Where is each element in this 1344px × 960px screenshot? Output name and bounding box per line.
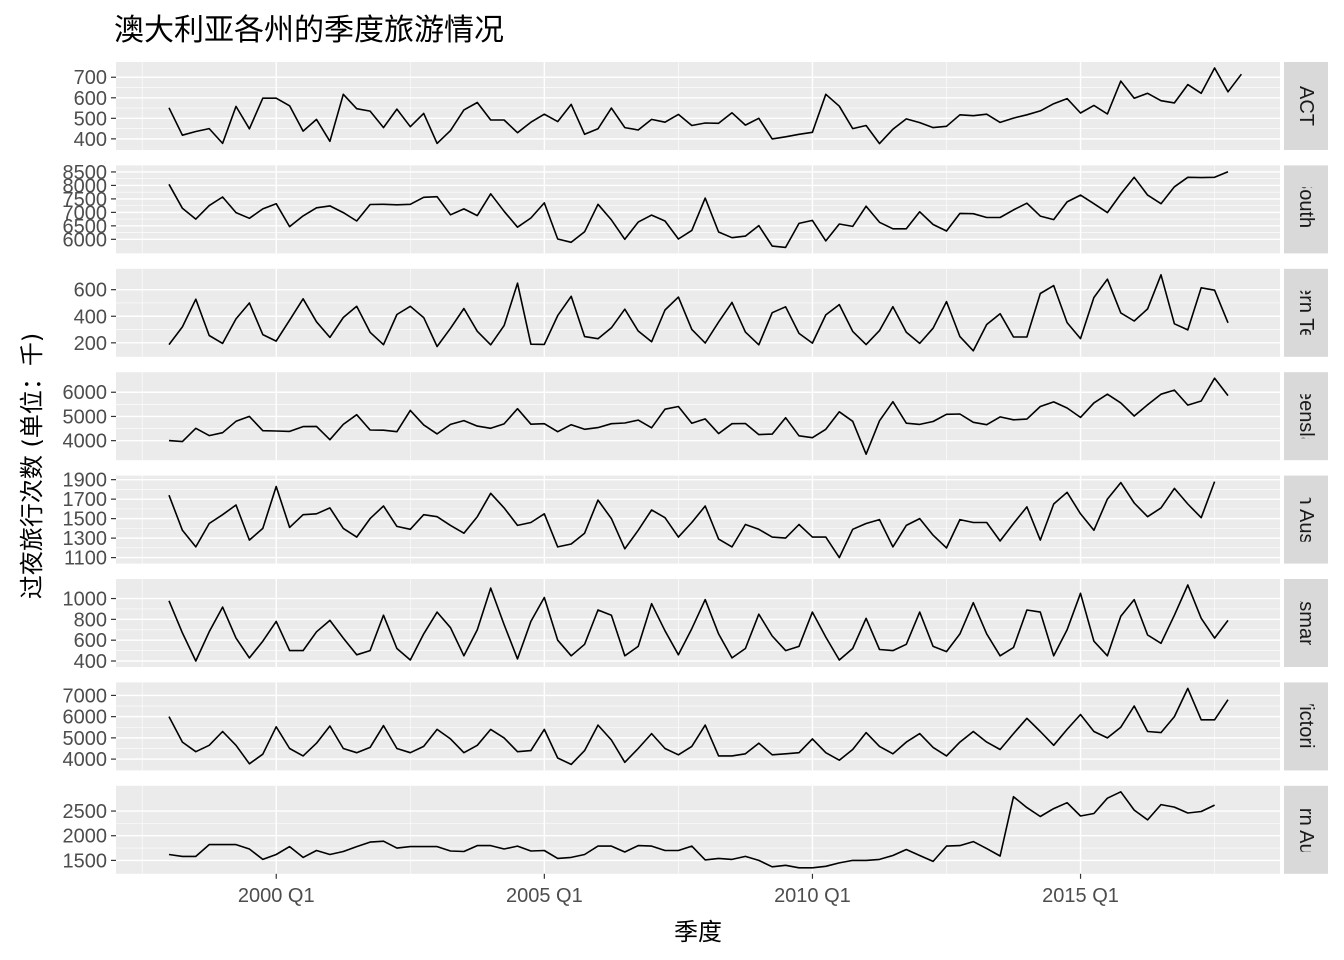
y-tick-label: 400 <box>74 651 107 673</box>
y-tick-label: 500 <box>74 108 107 130</box>
y-tick-label: 1700 <box>63 489 108 511</box>
facet-strip-label: Western Australia <box>1295 752 1317 909</box>
y-tick-label: 6000 <box>63 707 108 729</box>
y-tick-label: 800 <box>74 609 107 631</box>
facet-panel-2: 200 400 600 Northern Territory <box>74 235 1328 390</box>
y-axis-title: 过夜旅行次数 (单位：千) <box>18 333 46 599</box>
y-tick-label: 5000 <box>63 728 108 750</box>
y-tick-label: 1100 <box>64 548 107 570</box>
y-tick-label: 1500 <box>63 850 108 872</box>
y-tick-label: 400 <box>74 129 107 151</box>
x-axis: 2000 Q1 2005 Q1 2010 Q1 2015 Q1 <box>238 874 1119 907</box>
x-tick-label: 2010 Q1 <box>774 885 851 907</box>
y-tick-label: 7000 <box>63 685 108 707</box>
y-tick-label: 600 <box>74 280 107 302</box>
x-tick-label: 2015 Q1 <box>1042 885 1119 907</box>
y-tick-label: 4000 <box>63 749 108 771</box>
x-tick-label: 2000 Q1 <box>238 885 315 907</box>
y-tick-label: 200 <box>74 333 107 355</box>
panel-background <box>116 476 1280 564</box>
y-tick-label: 2500 <box>63 801 108 823</box>
y-tick-label: 600 <box>74 88 107 110</box>
y-tick-label: 4000 <box>63 431 108 453</box>
facet-strip-label: South Australia <box>1295 452 1317 587</box>
y-tick-label: 6000 <box>63 382 108 404</box>
y-tick-label: 1900 <box>63 470 108 492</box>
x-tick-label: 2005 Q1 <box>506 885 583 907</box>
y-tick-label: 2000 <box>63 826 108 848</box>
y-tick-label: 1000 <box>63 589 108 611</box>
x-axis-title: 季度 <box>674 918 722 946</box>
y-tick-label: 8500 <box>63 162 108 184</box>
y-tick-label: 1300 <box>63 528 108 550</box>
facet-strip-label: Northern Territory <box>1295 235 1317 390</box>
y-tick-label: 1500 <box>63 509 108 531</box>
facet-strip-label: New South Wales <box>1295 130 1317 288</box>
y-tick-label: 400 <box>74 306 107 328</box>
chart-title: 澳大利亚各州的季度旅游情况 <box>114 13 504 48</box>
facet-strip-label: ACT <box>1295 86 1317 126</box>
y-tick-label: 700 <box>74 67 107 89</box>
y-tick-label: 5000 <box>63 406 108 428</box>
y-tick-label: 600 <box>74 630 107 652</box>
